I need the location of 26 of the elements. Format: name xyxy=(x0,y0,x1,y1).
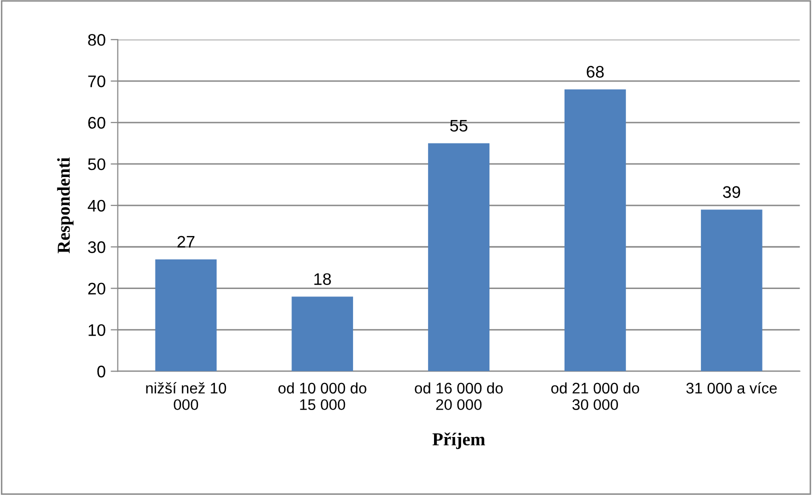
bar xyxy=(564,89,626,372)
y-tick-label: 50 xyxy=(88,158,106,170)
data-label: 55 xyxy=(450,120,468,132)
data-label: 27 xyxy=(178,236,194,248)
x-tick-label: od 21 000 do 30 000 xyxy=(551,382,640,410)
bar xyxy=(155,259,217,372)
y-axis-title: Respondenti xyxy=(57,158,74,254)
x-tick-label: nižší než 10 000 xyxy=(146,382,226,410)
y-tick-label: 80 xyxy=(88,34,106,46)
x-tick-label: od 16 000 do 20 000 xyxy=(414,382,503,410)
y-tick-label: 60 xyxy=(88,116,106,129)
data-label: 18 xyxy=(314,273,331,285)
data-label: 39 xyxy=(722,186,740,198)
data-label: 68 xyxy=(586,66,604,78)
x-tick-label: 31 000 a více xyxy=(686,382,777,394)
y-tick-label: 30 xyxy=(88,241,106,254)
x-axis-title: Příjem xyxy=(432,432,486,450)
bar xyxy=(700,210,762,372)
y-tick-label: 20 xyxy=(88,282,106,295)
y-tick-label: 10 xyxy=(88,324,106,336)
y-tick-label: 70 xyxy=(88,75,106,88)
bar xyxy=(292,296,354,372)
y-tick-label: 40 xyxy=(88,200,106,212)
y-tick-label: 0 xyxy=(97,366,106,378)
bar xyxy=(428,143,490,372)
x-tick-label: od 10 000 do 15 000 xyxy=(278,382,366,410)
